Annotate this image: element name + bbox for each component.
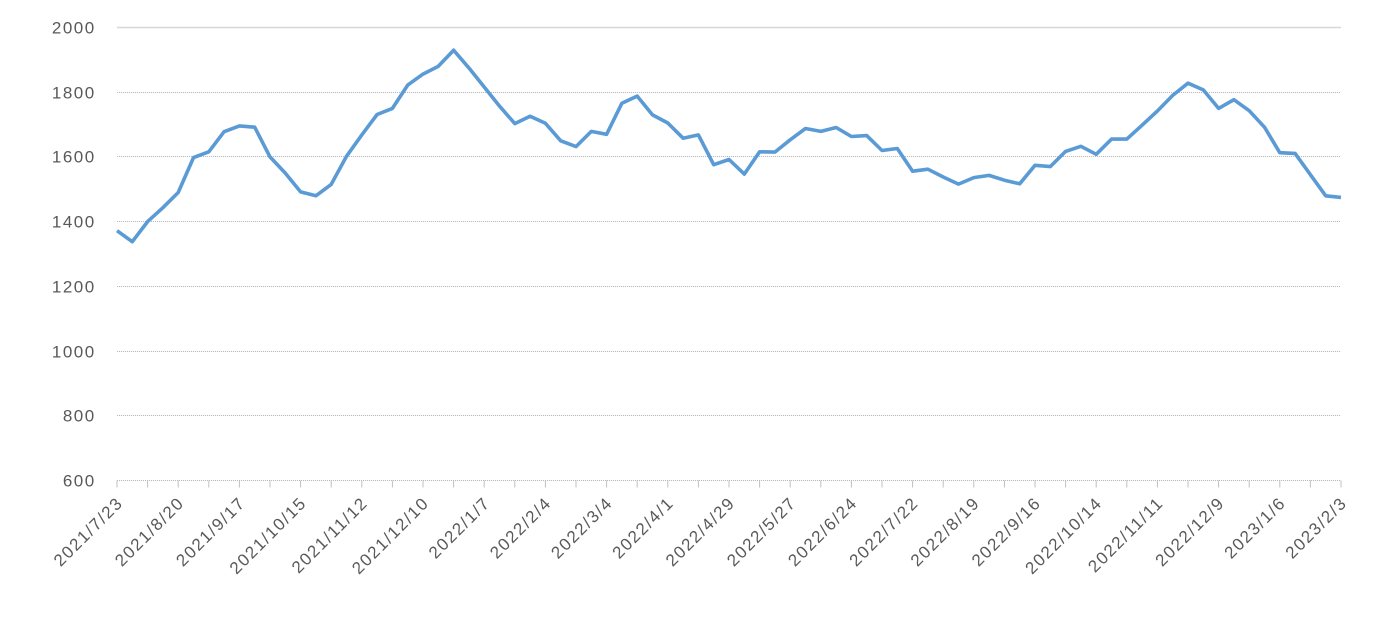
svg-text:2023/1/6: 2023/1/6 [1221, 493, 1290, 562]
svg-text:600: 600 [63, 472, 96, 491]
svg-text:1800: 1800 [52, 84, 96, 103]
svg-text:800: 800 [63, 407, 96, 426]
svg-text:1000: 1000 [52, 343, 96, 362]
svg-text:1200: 1200 [52, 278, 96, 297]
svg-text:2022/2/4: 2022/2/4 [486, 493, 555, 562]
svg-text:2023/2/3: 2023/2/3 [1282, 493, 1351, 562]
svg-text:1400: 1400 [52, 213, 96, 232]
svg-text:2022/1/7: 2022/1/7 [425, 493, 494, 562]
svg-text:1600: 1600 [52, 148, 96, 167]
svg-text:2000: 2000 [52, 19, 96, 38]
svg-text:2022/3/4: 2022/3/4 [547, 493, 616, 562]
